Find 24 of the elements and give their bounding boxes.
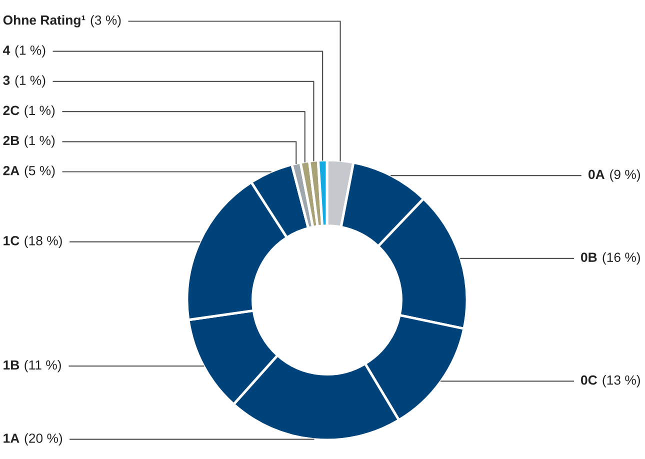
slice-label: 3	[3, 76, 10, 86]
data-label: (1 %)	[24, 135, 55, 148]
slice-label: 2B	[3, 136, 20, 146]
slice-label: 0A	[588, 170, 604, 180]
data-label: (13 %)	[602, 375, 640, 388]
slice-label: 2C	[3, 106, 20, 116]
data-label: (20 %)	[24, 433, 62, 446]
slice-label: 1C	[4, 236, 20, 246]
slice-label: 4	[3, 46, 10, 55]
data-label: (3 %)	[90, 15, 121, 28]
slice-label: 1B	[4, 360, 20, 370]
slice-label: 0C	[581, 375, 597, 385]
data-label: (11 %)	[24, 360, 61, 372]
slice-label: Ohne Rating¹	[3, 15, 86, 28]
data-label: (18 %)	[24, 236, 62, 248]
data-label: (5 %)	[24, 166, 55, 178]
slice-label: 1A	[4, 434, 20, 443]
data-label: (1 %)	[15, 45, 46, 58]
data-label: (9 %)	[610, 169, 640, 182]
data-label: (1 %)	[24, 105, 55, 118]
data-label: (16 %)	[602, 252, 640, 265]
slice-label: 2A	[3, 166, 20, 176]
slice-label: 0B	[581, 252, 597, 262]
data-label: (1 %)	[15, 75, 46, 88]
